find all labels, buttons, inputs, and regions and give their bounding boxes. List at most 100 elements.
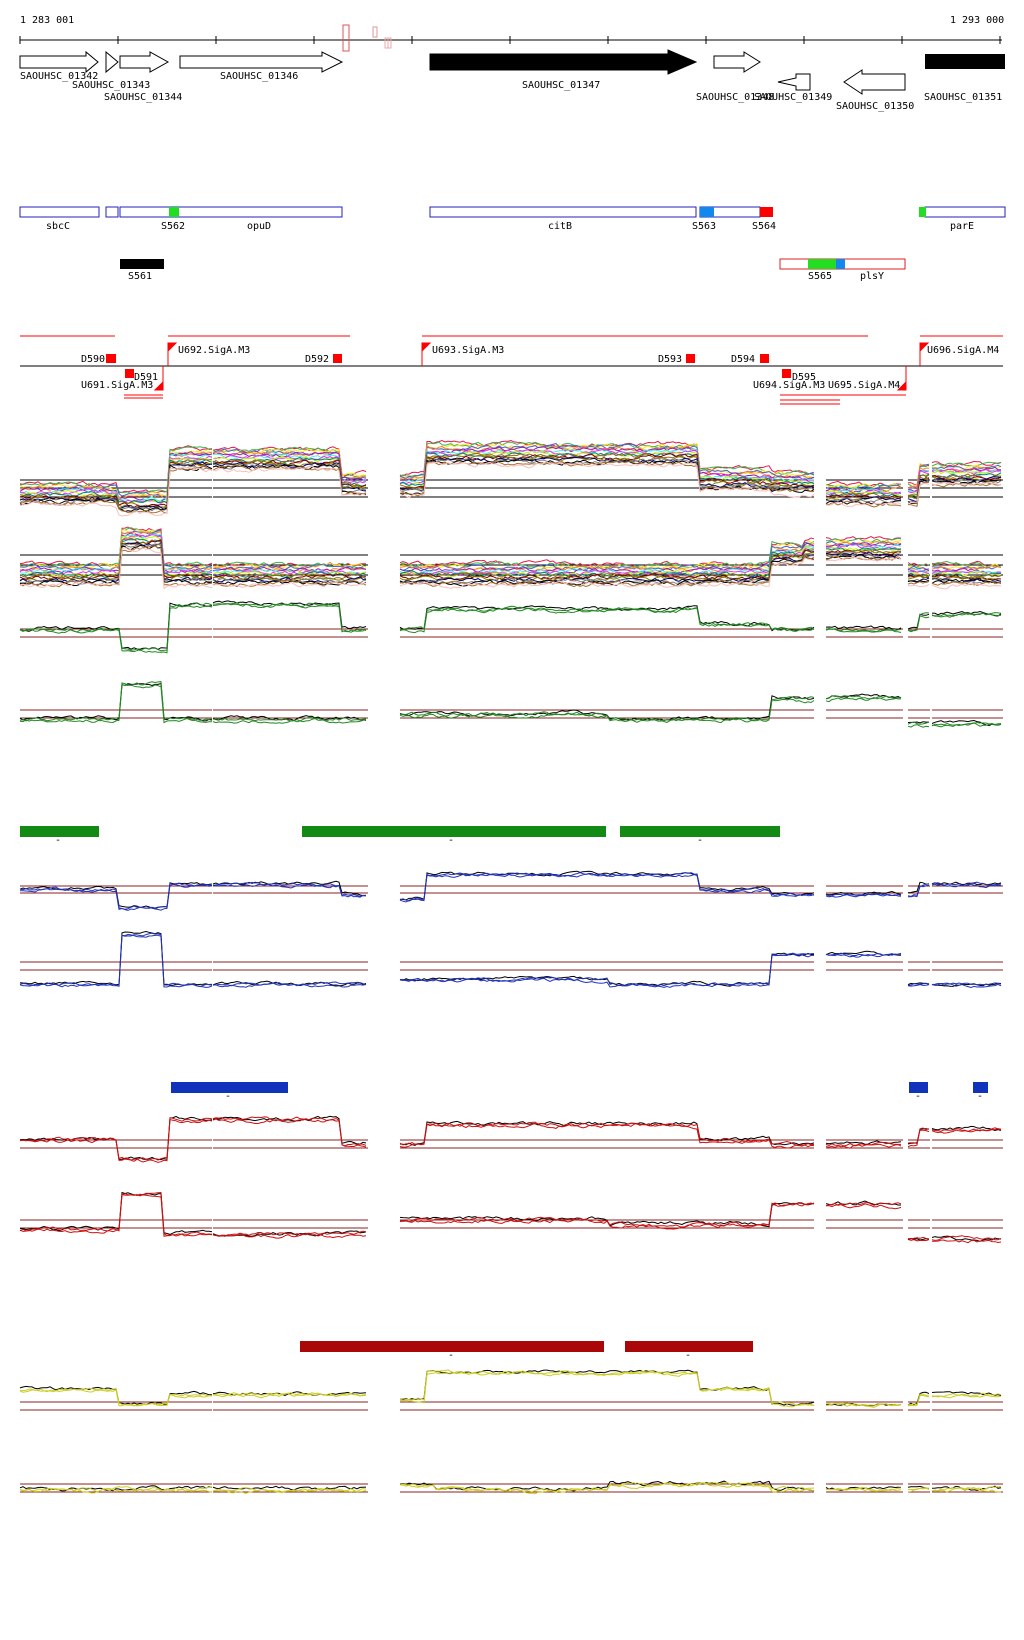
expression-trace	[19, 1191, 213, 1235]
expression-trace	[212, 579, 367, 588]
expression-trace	[931, 1486, 1001, 1493]
condition-bar-blue[interactable]	[973, 1082, 988, 1093]
panel-label: -	[697, 835, 703, 846]
expression-trace	[907, 724, 930, 728]
gene-arrow[interactable]	[777, 73, 811, 91]
expression-trace	[931, 578, 1002, 584]
expression-trace	[212, 1230, 367, 1237]
expression-trace	[931, 479, 1002, 485]
expression-trace	[19, 534, 213, 577]
start-flag-icon[interactable]	[919, 342, 930, 366]
expression-trace	[19, 682, 213, 722]
expression-trace	[19, 529, 213, 571]
gene-arrow[interactable]	[925, 54, 1005, 69]
annotation-marker[interactable]	[919, 207, 926, 217]
expression-trace	[399, 1202, 815, 1228]
condition-bar-darkred[interactable]	[625, 1341, 753, 1352]
expression-trace	[19, 602, 213, 650]
expression-trace	[931, 565, 1002, 572]
expression-trace	[19, 527, 213, 569]
expression-trace	[212, 1487, 367, 1494]
expression-trace	[825, 549, 902, 557]
annotation-box[interactable]	[19, 206, 100, 218]
annotation-label: S562	[161, 221, 185, 232]
expression-trace	[399, 1371, 815, 1408]
expression-trace	[19, 544, 213, 587]
gene-arrow[interactable]	[179, 51, 344, 73]
condition-bar-green[interactable]	[20, 826, 99, 837]
gene-label: SAOUHSC_01349	[754, 92, 832, 103]
expression-trace	[931, 1125, 1002, 1132]
expression-trace	[931, 1486, 1001, 1492]
end-flag-icon[interactable]	[153, 366, 164, 391]
annotation-marker[interactable]	[836, 259, 845, 269]
gene-arrow[interactable]	[19, 50, 99, 74]
expression-trace	[931, 470, 1002, 477]
expression-trace	[19, 466, 213, 517]
expression-trace	[399, 460, 815, 497]
segment-marker[interactable]	[686, 354, 695, 363]
expression-trace	[825, 695, 901, 700]
annotation-box[interactable]	[429, 206, 697, 218]
expression-trace	[907, 565, 930, 570]
condition-bar-green[interactable]	[302, 826, 606, 837]
segment-marker[interactable]	[125, 369, 134, 378]
expression-trace	[399, 1480, 815, 1492]
expression-trace	[825, 627, 902, 633]
annotation-box[interactable]	[119, 206, 343, 218]
expression-trace	[19, 445, 213, 494]
start-flag-icon[interactable]	[167, 342, 178, 366]
gene-arrow[interactable]	[429, 49, 698, 75]
annotation-marker[interactable]	[169, 207, 179, 217]
segmentation-track: D590 D591 U691.SigA.M3 U692.SigA.M3 D592…	[20, 335, 1003, 405]
expression-trace	[931, 468, 1002, 475]
annotation-box[interactable]	[105, 206, 119, 218]
expression-trace	[931, 461, 1002, 467]
gene-arrow[interactable]	[105, 50, 119, 74]
expression-trace	[931, 883, 1002, 889]
expression-trace	[19, 1387, 213, 1407]
expression-trace	[826, 556, 902, 562]
condition-bar-green[interactable]	[620, 826, 780, 837]
expression-trace	[825, 501, 902, 507]
annotation-marker[interactable]	[760, 207, 773, 217]
condition-bar-darkred[interactable]	[300, 1341, 604, 1352]
panel-label: -	[225, 1091, 231, 1102]
gene-arrow[interactable]	[843, 69, 906, 95]
segment-marker[interactable]	[106, 354, 116, 363]
annotation-box[interactable]	[924, 206, 1006, 218]
segment-label: D594	[731, 354, 755, 365]
segment-marker[interactable]	[760, 354, 769, 363]
expression-trace	[212, 602, 367, 633]
gene-arrow[interactable]	[119, 51, 170, 73]
condition-bar-blue[interactable]	[171, 1082, 288, 1093]
condition-bar-blue[interactable]	[909, 1082, 928, 1093]
expression-trace	[19, 455, 213, 504]
segment-marker[interactable]	[333, 354, 342, 363]
expression-trace	[212, 1116, 367, 1148]
annotation-marker[interactable]	[700, 207, 714, 217]
expression-trace	[19, 933, 213, 988]
expression-trace	[907, 574, 930, 578]
expression-trace	[907, 615, 930, 633]
panel-label: -	[977, 1091, 983, 1102]
gene-arrow[interactable]	[713, 51, 761, 73]
expression-trace	[907, 563, 930, 568]
expression-trace	[399, 872, 815, 903]
segment-marker[interactable]	[782, 369, 791, 378]
expression-trace	[931, 575, 1002, 582]
condition-bars: - - - - - - - -	[20, 826, 988, 1361]
expression-trace	[399, 446, 815, 482]
expression-trace	[907, 562, 930, 567]
annotation-marker[interactable]	[120, 259, 164, 269]
expression-trace	[19, 526, 213, 567]
start-flag-icon[interactable]	[421, 342, 432, 366]
segment-label: U693.SigA.M3	[432, 345, 504, 356]
expression-trace	[908, 583, 930, 588]
expression-trace	[931, 612, 1002, 618]
expression-trace	[19, 602, 213, 652]
expression-trace	[931, 582, 1002, 590]
expression-trace	[399, 607, 815, 634]
end-flag-icon[interactable]	[896, 366, 907, 391]
annotation-marker[interactable]	[808, 259, 836, 269]
